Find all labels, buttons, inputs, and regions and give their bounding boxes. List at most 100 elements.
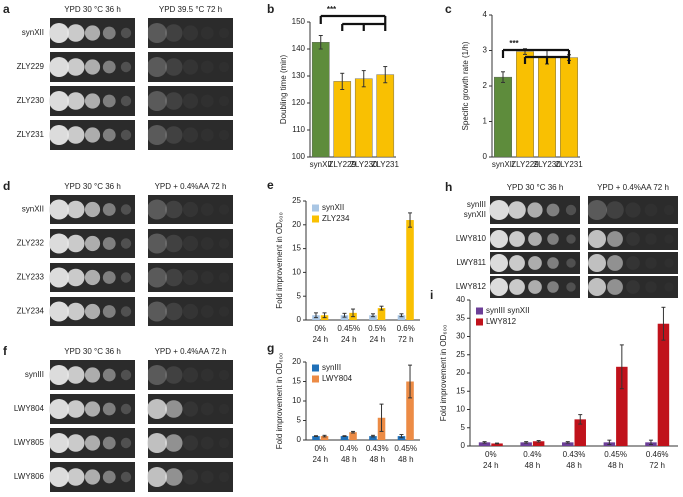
colony-spot xyxy=(489,200,509,220)
error-bar xyxy=(408,364,413,399)
colony-spot xyxy=(164,268,183,287)
colony-spot xyxy=(102,60,116,74)
y-tick-label: 1 xyxy=(483,117,488,126)
x-tick-label: 24 h xyxy=(312,455,328,464)
bar xyxy=(494,76,513,158)
error-bar xyxy=(648,439,653,446)
bar xyxy=(406,220,414,320)
colony-spot xyxy=(509,231,525,247)
colony-spot xyxy=(120,204,132,215)
panel-label: d xyxy=(3,179,10,193)
colony-spot xyxy=(66,468,85,486)
condition-label: YPD 30 °C 36 h xyxy=(64,182,121,191)
colony-spot xyxy=(182,235,199,252)
bar xyxy=(369,315,377,320)
strain-label: synXII xyxy=(464,210,486,219)
x-tick-label: ZLY229 xyxy=(329,160,357,169)
error-bar xyxy=(607,439,612,446)
colony-spot xyxy=(490,230,508,248)
colony-spot xyxy=(84,93,101,109)
colony-spot xyxy=(201,471,214,484)
colony-spot xyxy=(164,200,183,219)
plate-image xyxy=(148,229,233,258)
error-bar xyxy=(408,212,413,228)
x-tick-label: 24 h xyxy=(483,461,499,470)
x-tick-label: ZLY231 xyxy=(372,160,400,169)
y-tick-label: 120 xyxy=(292,98,306,107)
colony-spot xyxy=(490,254,508,272)
colony-spot xyxy=(664,205,674,215)
bar xyxy=(369,436,377,440)
x-tick-label: ZLY231 xyxy=(555,160,583,169)
strain-label: ZLY229 xyxy=(17,62,45,71)
bar xyxy=(560,57,579,158)
legend-label: synIII xyxy=(322,363,341,372)
colony-spot xyxy=(49,233,69,254)
colony-spot xyxy=(164,126,183,144)
error-bar xyxy=(379,305,384,311)
error-bar xyxy=(482,441,487,444)
colony-spot xyxy=(164,24,183,42)
error-bar xyxy=(661,306,666,341)
y-tick-label: 0 xyxy=(483,152,488,161)
legend-swatch xyxy=(476,318,483,326)
colony-spot xyxy=(164,58,183,76)
colony-spot xyxy=(182,59,199,75)
colony-spot xyxy=(625,202,641,218)
x-tick-label: 48 h xyxy=(525,461,541,470)
colony-spot xyxy=(147,233,167,254)
x-tick-label: 0% xyxy=(314,324,326,333)
x-tick-label: 0.45% xyxy=(604,450,627,459)
colony-spot xyxy=(182,303,199,320)
strain-label: LWY812 xyxy=(456,282,487,291)
colony-spot xyxy=(219,28,229,38)
y-tick-label: 20 xyxy=(456,368,465,377)
colony-spot xyxy=(219,96,229,106)
colony-spot xyxy=(102,368,116,382)
colony-spot xyxy=(607,279,623,295)
colony-spot xyxy=(66,268,85,287)
strain-label: synIII xyxy=(467,200,486,209)
colony-spot xyxy=(626,280,640,294)
y-tick-label: 10 xyxy=(292,396,301,405)
panel-label: a xyxy=(3,2,10,16)
colony-spot xyxy=(219,438,229,448)
plate-image xyxy=(148,263,233,292)
colony-spot xyxy=(84,269,101,286)
colony-spot xyxy=(84,235,101,252)
x-tick-label: 48 h xyxy=(369,455,385,464)
y-tick-label: 10 xyxy=(456,405,465,414)
x-tick-label: 24 h xyxy=(341,335,357,344)
error-bar xyxy=(342,312,347,318)
x-tick-label: 0.5% xyxy=(368,324,386,333)
legend-swatch xyxy=(312,204,319,212)
colony-spot xyxy=(182,127,199,143)
plate-image xyxy=(148,297,233,326)
y-tick-label: 5 xyxy=(297,416,302,425)
error-bar xyxy=(322,434,327,438)
error-bar xyxy=(340,72,345,90)
colony-spot xyxy=(566,258,576,268)
error-bar xyxy=(619,344,624,390)
x-tick-label: synXII xyxy=(310,160,332,169)
colony-spot xyxy=(164,468,183,486)
error-bar xyxy=(399,434,404,439)
legend-swatch xyxy=(312,364,319,372)
y-tick-label: 20 xyxy=(292,220,301,229)
colony-spot xyxy=(546,203,560,217)
colony-spot xyxy=(547,233,559,245)
error-bar xyxy=(399,313,404,318)
colony-spot xyxy=(120,272,132,283)
x-tick-label: 48 h xyxy=(566,461,582,470)
x-tick-label: synXII xyxy=(492,160,514,169)
colony-spot xyxy=(607,231,623,247)
y-tick-label: 0 xyxy=(297,315,302,324)
colony-spot xyxy=(201,27,214,40)
condition-label: YPD 30 °C 36 h xyxy=(64,347,121,356)
y-tick-label: 150 xyxy=(292,17,306,26)
colony-spot xyxy=(66,58,85,76)
bar xyxy=(406,381,414,440)
bar xyxy=(520,442,532,446)
bar xyxy=(616,366,628,446)
plate-image xyxy=(148,120,233,150)
